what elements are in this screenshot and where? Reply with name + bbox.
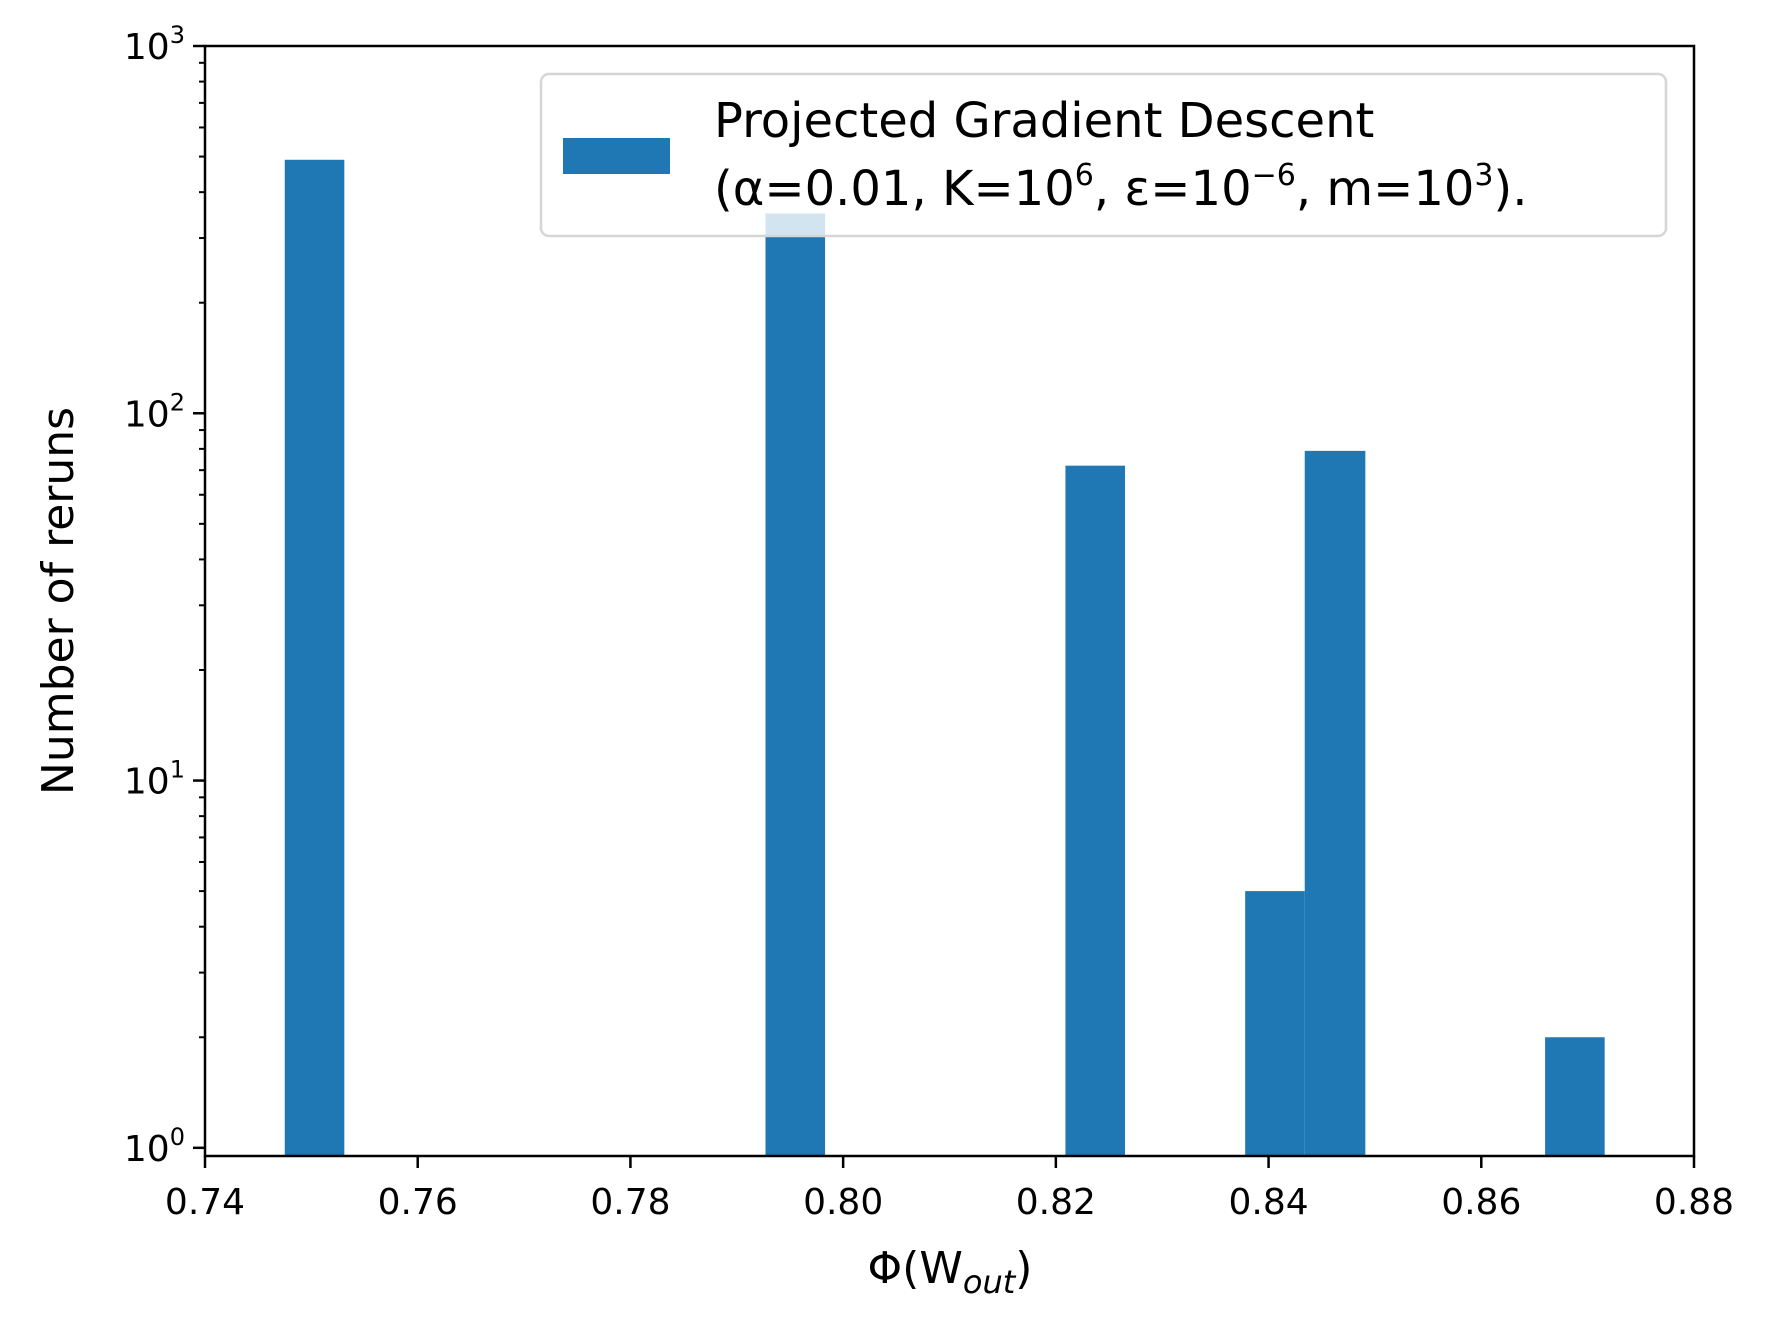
x-tick-label: 0.82 — [1016, 1182, 1096, 1223]
y-axis-title: Number of reruns — [33, 407, 84, 795]
y-tick-label: 103 — [124, 21, 185, 68]
x-axis-title: Φ(Wout) — [868, 1243, 1033, 1301]
bars-group — [284, 159, 1605, 1157]
plot-frame — [203, 44, 1696, 1158]
y-tick-label: 102 — [124, 388, 185, 435]
legend-box — [539, 72, 1668, 238]
histogram-bar-2 — [765, 213, 826, 1156]
histogram-bar-5 — [1304, 450, 1366, 1157]
y-tick-label: 101 — [124, 756, 185, 803]
histogram-bar-4 — [1245, 891, 1305, 1156]
histogram-bar-3 — [1065, 465, 1125, 1156]
x-tick-label: 0.80 — [803, 1182, 883, 1223]
histogram-bar-1 — [284, 159, 345, 1156]
x-tick-label: 0.74 — [165, 1182, 245, 1223]
y-tick-label: 100 — [124, 1123, 185, 1170]
legend-label-line2: (α=0.01, K=106, ε=10−6, m=103). — [714, 158, 1528, 217]
x-tick-label: 0.78 — [590, 1182, 670, 1223]
x-axis-ticks: 0.74 0.76 0.78 0.80 0.82 0.84 0.86 0.88 — [165, 1156, 1734, 1223]
legend-swatch — [563, 138, 670, 174]
histogram-bar-6 — [1545, 1037, 1605, 1156]
x-tick-label: 0.88 — [1654, 1182, 1734, 1223]
x-tick-label: 0.86 — [1441, 1182, 1521, 1223]
x-tick-label: 0.76 — [378, 1182, 458, 1223]
y-axis-ticks: 100 101 102 103 — [124, 21, 205, 1170]
x-tick-label: 0.84 — [1228, 1182, 1308, 1223]
legend-label-line1: Projected Gradient Descent — [714, 93, 1374, 149]
legend: Projected Gradient Descent (α=0.01, K=10… — [539, 72, 1668, 238]
